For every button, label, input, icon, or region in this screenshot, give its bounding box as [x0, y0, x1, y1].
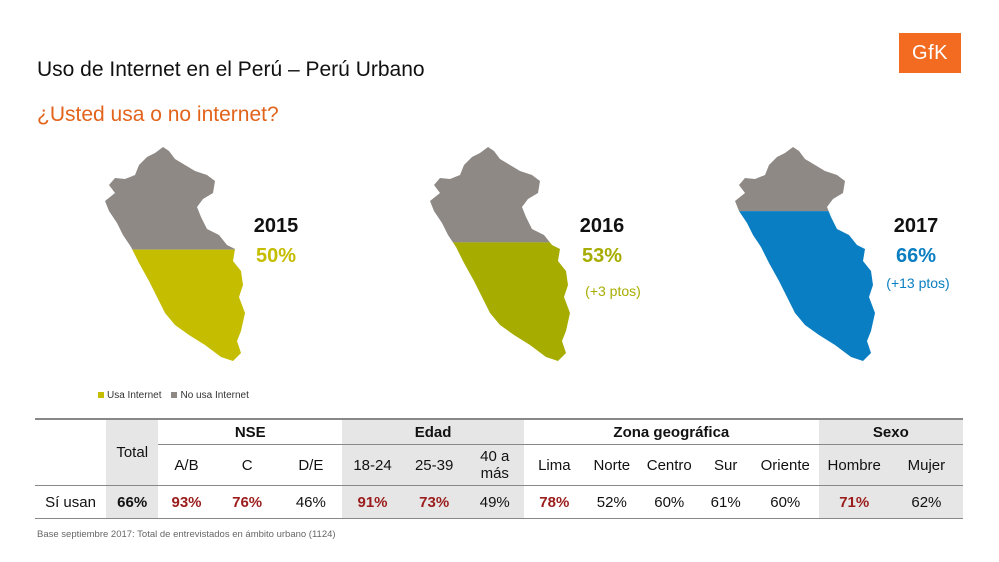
value-cell: 76% — [214, 485, 280, 519]
no-usa-region — [735, 147, 875, 212]
year-label-2016: 2016 — [579, 215, 625, 237]
group-header-nse: NSE — [158, 418, 343, 445]
value-label-2016: 53% — [581, 245, 623, 267]
column-header: 25-39 — [402, 444, 466, 486]
year-label-2015: 2015 — [253, 215, 299, 237]
legend-swatch-no-usa — [171, 392, 178, 399]
column-header: Norte — [584, 444, 639, 486]
column-header: C — [214, 444, 280, 486]
value-cell: 46% — [279, 485, 343, 519]
group-header-edad: Edad — [342, 418, 525, 445]
column-header: Mujer — [889, 444, 963, 486]
group-header-zona: Zona geográfica — [524, 418, 819, 445]
value-cell: 78% — [524, 485, 585, 519]
peru-map-2017 — [735, 147, 875, 361]
value-cell: 62% — [889, 485, 963, 519]
peru-map-2015 — [105, 147, 245, 361]
column-header: 40 a más — [465, 444, 525, 486]
value-label-2017: 66% — [895, 245, 937, 267]
value-cell: 61% — [699, 485, 752, 519]
peru-map-2016 — [430, 147, 570, 361]
legend-swatch-usa — [98, 392, 104, 399]
delta-label-2016: (+3 ptos) — [585, 283, 641, 299]
column-header: D/E — [279, 444, 343, 486]
column-header: Centro — [638, 444, 700, 486]
value-cell: 93% — [158, 485, 215, 519]
year-label-2017: 2017 — [893, 215, 939, 237]
value-label-2015: 50% — [255, 245, 297, 267]
corner-cell — [35, 418, 107, 445]
legend-text-no-usa: No usa Internet — [180, 390, 249, 401]
footnote: Base septiembre 2017: Total de entrevist… — [37, 529, 336, 540]
row-label: Sí usan — [35, 485, 107, 519]
value-cell: 91% — [342, 485, 403, 519]
map-legend: Usa Internet No usa Internet — [98, 390, 249, 401]
column-header: Oriente — [751, 444, 819, 486]
column-header: 18-24 — [342, 444, 403, 486]
column-header: Sur — [699, 444, 752, 486]
column-header: Lima — [524, 444, 585, 486]
total-value: 66% — [106, 485, 159, 519]
column-header: Hombre — [818, 444, 890, 486]
delta-label-2017: (+13 ptos) — [886, 275, 950, 291]
value-cell: 52% — [584, 485, 639, 519]
value-cell: 60% — [638, 485, 700, 519]
page-subtitle: ¿Usted usa o no internet? — [37, 103, 279, 126]
gfk-logo: GfK — [899, 33, 961, 73]
group-header-sexo: Sexo — [818, 418, 963, 445]
value-cell: 60% — [751, 485, 819, 519]
legend-item-no-usa: No usa Internet — [171, 390, 249, 401]
legend-item-usa: Usa Internet — [98, 390, 161, 401]
usage-table: Total NSE Edad Zona geográfica Sexo A/B … — [35, 418, 963, 519]
value-cell: 73% — [402, 485, 466, 519]
page-title: Uso de Internet en el Perú – Perú Urbano — [37, 58, 425, 81]
corner-cell-2 — [35, 445, 106, 486]
column-header: A/B — [158, 444, 215, 486]
legend-text-usa: Usa Internet — [107, 390, 162, 401]
value-cell: 49% — [465, 485, 525, 519]
total-header: Total — [106, 418, 159, 486]
value-cell: 71% — [818, 485, 890, 519]
